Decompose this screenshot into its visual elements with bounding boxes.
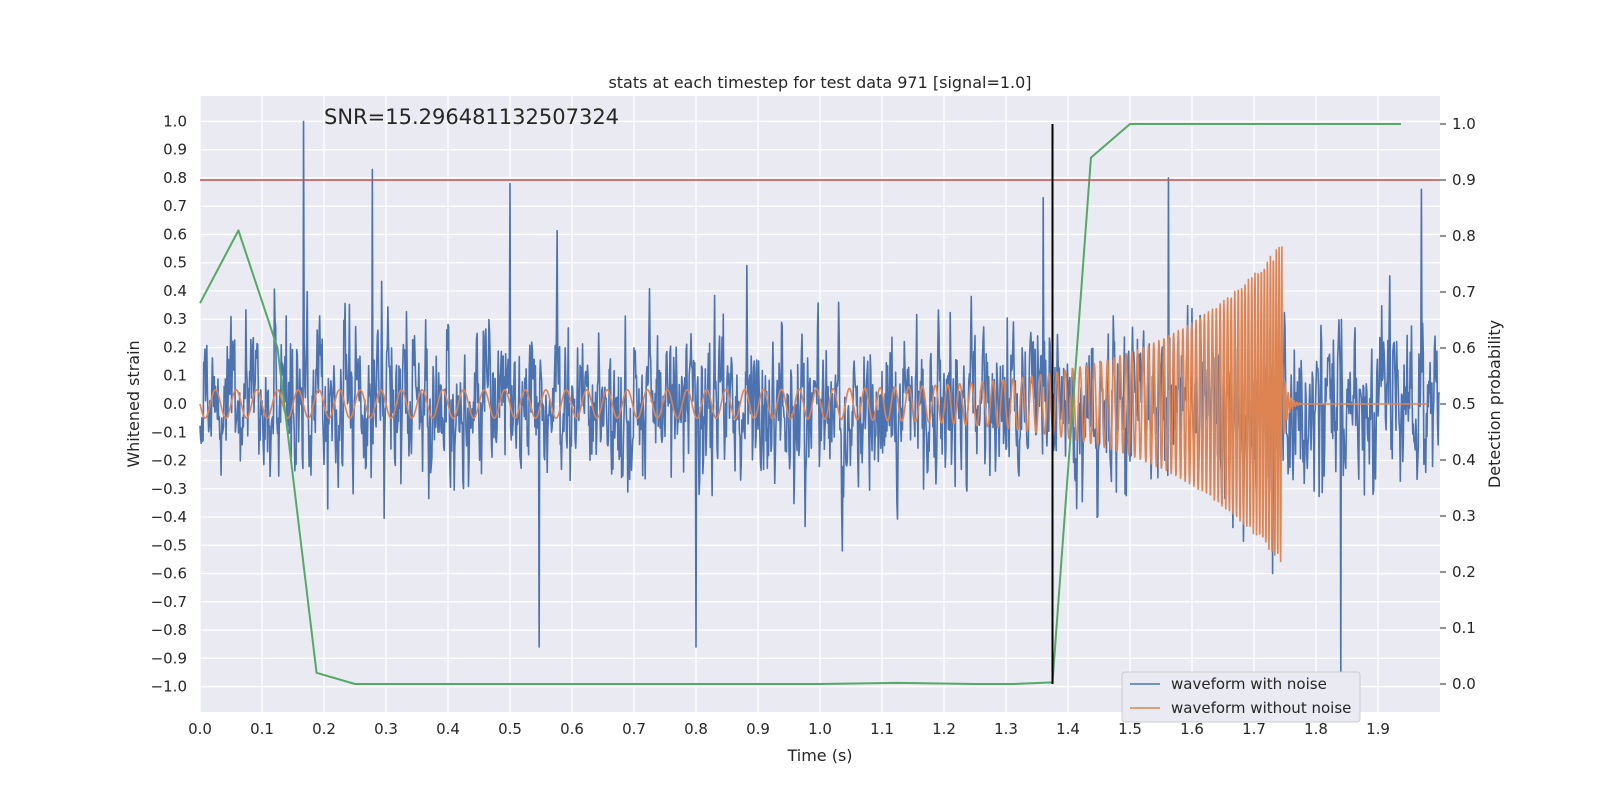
reference-lines [200, 124, 1440, 684]
y-right-tick-label: 0.5 [1452, 395, 1476, 413]
x-tick-label: 0.4 [436, 720, 460, 738]
y-right-tick-label: 0.3 [1452, 507, 1476, 525]
x-tick-label: 0.9 [746, 720, 770, 738]
x-tick-label: 0.5 [498, 720, 522, 738]
y-left-tick-label: −0.7 [151, 593, 187, 611]
y-left-tick-label: 1.0 [163, 112, 187, 130]
y-left-tick-label: −0.6 [151, 565, 187, 583]
legend-box [1121, 671, 1361, 723]
y-axis-left: 1.0 0.9 0.8 0.7 0.6 0.5 0.4 0.3 0.2 0.1 0.0 −0.1 −0.… [151, 112, 187, 695]
y-left-tick-label: 0.2 [163, 338, 187, 356]
legend-entry-noisy: waveform with noise [1171, 675, 1327, 693]
legend: waveform with noise waveform without noi… [1121, 671, 1361, 723]
y-left-tick-label: 0.5 [163, 254, 187, 272]
y-left-tick-label: −0.1 [151, 423, 187, 441]
y-right-tick-label: 0.0 [1452, 675, 1476, 693]
x-tick-label: 1.0 [808, 720, 832, 738]
y-left-tick-label: −0.4 [151, 508, 187, 526]
y-right-tick-label: 0.4 [1452, 451, 1476, 469]
legend-entry-clean: waveform without noise [1171, 699, 1351, 717]
x-tick-label: 1.7 [1242, 720, 1266, 738]
chart-title: stats at each timestep for test data 971… [608, 73, 1031, 92]
x-tick-label: 1.5 [1118, 720, 1142, 738]
y-left-tick-label: 0.9 [163, 141, 187, 159]
y-left-tick-label: −0.5 [151, 536, 187, 554]
x-tick-label: 1.8 [1304, 720, 1328, 738]
x-tick-label: 1.4 [1056, 720, 1080, 738]
y-right-tick-label: 0.7 [1452, 283, 1476, 301]
clean-waveform-series [199, 246, 1429, 563]
y-left-tick-label: −0.8 [151, 621, 187, 639]
noisy-waveform-line [199, 120, 1441, 682]
clean-waveform-line [199, 246, 1429, 563]
x-tick-label: 0.1 [250, 720, 274, 738]
y-left-tick-label: 0.4 [163, 282, 187, 300]
y-right-tick-label: 0.8 [1452, 227, 1476, 245]
x-tick-label: 0.2 [312, 720, 336, 738]
x-tick-label: 0.0 [188, 720, 212, 738]
y-axis-right: 1.0 0.9 0.8 0.7 0.6 0.5 0.4 0.3 0.2 0.1 0.0 [1440, 115, 1476, 693]
x-tick-label: 0.8 [684, 720, 708, 738]
x-tick-label: 1.2 [932, 720, 956, 738]
y-left-tick-label: 0.7 [163, 197, 187, 215]
y-left-tick-label: 0.8 [163, 169, 187, 187]
y-left-tick-label: −1.0 [151, 678, 187, 696]
y-right-tick-label: 0.6 [1452, 339, 1476, 357]
x-tick-label: 1.6 [1180, 720, 1204, 738]
y-right-tick-label: 0.9 [1452, 171, 1476, 189]
noisy-waveform-series [199, 120, 1441, 682]
y-right-tick-label: 0.2 [1452, 563, 1476, 581]
y-left-tick-label: 0.0 [163, 395, 187, 413]
x-tick-label: 0.7 [622, 720, 646, 738]
y-axis-right-label: Detection probability [1485, 320, 1504, 488]
y-left-tick-label: 0.3 [163, 310, 187, 328]
detection-probability-series [199, 123, 1401, 685]
snr-annotation: SNR=15.296481132507324 [324, 105, 619, 129]
y-right-tick-label: 0.1 [1452, 619, 1476, 637]
y-left-tick-label: −0.9 [151, 649, 187, 667]
y-left-tick-label: 0.1 [163, 367, 187, 385]
x-axis-label: Time (s) [786, 746, 852, 765]
detection-probability-line [199, 123, 1401, 685]
y-right-tick-label: 1.0 [1452, 115, 1476, 133]
x-axis: 0.0 0.1 0.2 0.3 0.4 0.5 0.6 0.7 0.8 0.9 1.0 1.1 1.2 1… [188, 720, 1390, 738]
x-tick-label: 1.3 [994, 720, 1018, 738]
x-tick-label: 0.6 [560, 720, 584, 738]
y-axis-left-label: Whitened strain [124, 340, 143, 467]
y-left-tick-label: −0.3 [151, 480, 187, 498]
x-tick-label: 1.9 [1366, 720, 1390, 738]
y-left-tick-label: −0.2 [151, 452, 187, 470]
y-left-tick-label: 0.6 [163, 225, 187, 243]
x-tick-label: 0.3 [374, 720, 398, 738]
x-tick-label: 1.1 [870, 720, 894, 738]
